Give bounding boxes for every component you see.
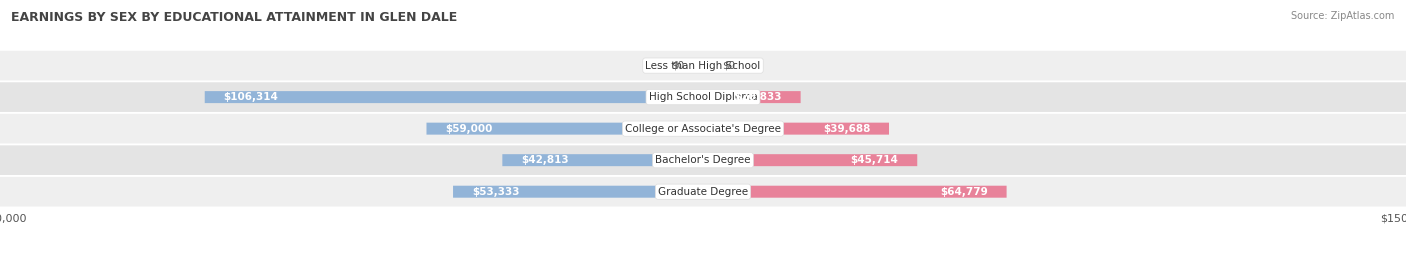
Text: $53,333: $53,333: [472, 187, 519, 197]
FancyBboxPatch shape: [0, 145, 1406, 175]
Text: EARNINGS BY SEX BY EDUCATIONAL ATTAINMENT IN GLEN DALE: EARNINGS BY SEX BY EDUCATIONAL ATTAINMEN…: [11, 11, 457, 24]
Text: $106,314: $106,314: [224, 92, 278, 102]
Text: $20,833: $20,833: [734, 92, 782, 102]
Text: $0: $0: [721, 61, 735, 70]
FancyBboxPatch shape: [0, 114, 1406, 143]
FancyBboxPatch shape: [426, 123, 703, 135]
Text: Less than High School: Less than High School: [645, 61, 761, 70]
Text: College or Associate's Degree: College or Associate's Degree: [626, 124, 780, 134]
FancyBboxPatch shape: [703, 154, 917, 166]
FancyBboxPatch shape: [0, 82, 1406, 112]
Text: $59,000: $59,000: [446, 124, 492, 134]
Text: $64,779: $64,779: [941, 187, 988, 197]
Text: Graduate Degree: Graduate Degree: [658, 187, 748, 197]
FancyBboxPatch shape: [502, 154, 703, 166]
Text: $39,688: $39,688: [823, 124, 870, 134]
FancyBboxPatch shape: [692, 59, 703, 72]
Text: Bachelor's Degree: Bachelor's Degree: [655, 155, 751, 165]
FancyBboxPatch shape: [703, 123, 889, 135]
Text: $42,813: $42,813: [522, 155, 568, 165]
Text: $45,714: $45,714: [851, 155, 898, 165]
FancyBboxPatch shape: [0, 177, 1406, 207]
Text: $0: $0: [671, 61, 685, 70]
FancyBboxPatch shape: [703, 91, 800, 103]
FancyBboxPatch shape: [0, 51, 1406, 80]
FancyBboxPatch shape: [453, 186, 703, 198]
Text: Source: ZipAtlas.com: Source: ZipAtlas.com: [1291, 11, 1395, 21]
FancyBboxPatch shape: [703, 186, 1007, 198]
Text: High School Diploma: High School Diploma: [648, 92, 758, 102]
FancyBboxPatch shape: [703, 59, 714, 72]
FancyBboxPatch shape: [205, 91, 703, 103]
